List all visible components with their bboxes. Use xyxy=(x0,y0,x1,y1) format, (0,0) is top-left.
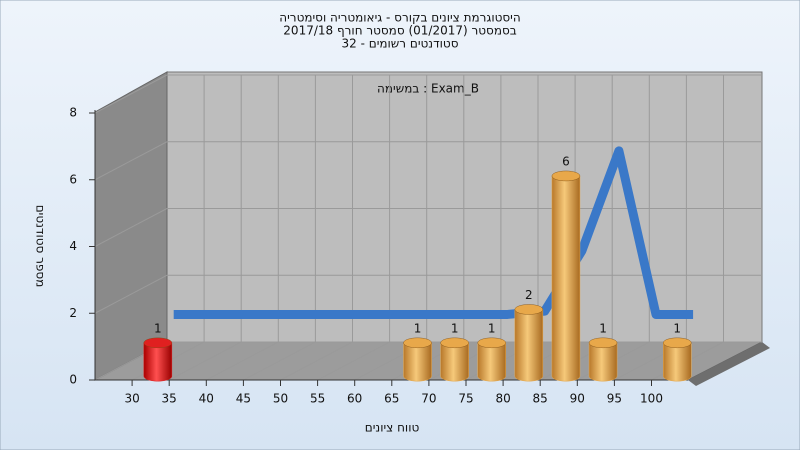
value-label: 1 xyxy=(414,321,422,335)
value-label: 1 xyxy=(599,321,607,335)
y-tick-label: 0 xyxy=(69,373,77,387)
value-label: 6 xyxy=(562,154,570,168)
bar-top xyxy=(663,337,692,349)
grid-line xyxy=(94,141,168,181)
value-label: 1 xyxy=(154,321,162,335)
chart-title: היסטוגרמת ציונים בקורס - גיאומטריה וסימט… xyxy=(279,11,520,25)
grid-line xyxy=(94,208,168,247)
x-tick-label: 55 xyxy=(310,392,325,406)
bar xyxy=(143,342,173,382)
grid-line xyxy=(317,341,390,381)
x-tick-label: 30 xyxy=(124,392,139,406)
value-label: 1 xyxy=(488,321,496,335)
x-tick-label: 60 xyxy=(347,392,362,406)
y-tick-label: 2 xyxy=(69,306,77,320)
x-tick-label: 100 xyxy=(640,392,663,406)
bar xyxy=(403,342,432,382)
y-tick-label: 4 xyxy=(69,239,77,253)
chart-title: בסמסטר (01/2017) סמסטר חורף 2017/18 xyxy=(283,24,516,38)
back-wall xyxy=(166,71,763,343)
grid-line xyxy=(280,341,353,381)
bar-top xyxy=(477,337,506,349)
bar-top xyxy=(551,170,581,182)
x-tick-label: 90 xyxy=(570,392,585,406)
bar xyxy=(440,342,469,382)
x-tick-label: 95 xyxy=(607,392,622,406)
y-axis-label: מספר סטודנטים xyxy=(34,205,48,288)
x-tick-label: 35 xyxy=(162,392,177,406)
y-tick-label: 6 xyxy=(69,172,77,186)
x-tick-label: 40 xyxy=(199,392,214,406)
value-label: 1 xyxy=(673,321,681,335)
chart-title: סטודנטים רשומים - 32 xyxy=(341,37,458,51)
x-tick-label: 85 xyxy=(533,392,548,406)
grid-line xyxy=(168,341,242,381)
grid-line xyxy=(206,341,279,381)
bar-top xyxy=(514,304,544,315)
bar xyxy=(514,309,544,382)
grid-line xyxy=(94,74,168,114)
x-tick-label: 45 xyxy=(236,392,251,406)
x-tick-label: 80 xyxy=(495,392,510,406)
chart-subtitle: במשימה : Exam_B xyxy=(377,82,479,96)
x-axis-label: טווח ציונים xyxy=(365,421,420,435)
x-tick-label: 65 xyxy=(384,392,399,406)
curve xyxy=(173,146,694,319)
x-tick-label: 70 xyxy=(421,392,436,406)
x-tick-label: 50 xyxy=(273,392,288,406)
bar-top xyxy=(403,337,432,349)
value-label: 1 xyxy=(451,321,459,335)
bar-top xyxy=(440,337,469,349)
bar xyxy=(663,342,692,382)
bar xyxy=(588,342,618,382)
value-label: 2 xyxy=(525,288,533,302)
floor-edge xyxy=(688,342,770,386)
bar xyxy=(477,342,506,382)
x-tick-label: 75 xyxy=(458,392,473,406)
bar xyxy=(551,175,581,382)
grid-line xyxy=(94,274,168,314)
bar-top xyxy=(143,337,173,349)
grid-line xyxy=(243,341,316,381)
bar-top xyxy=(588,337,618,349)
y-tick-label: 8 xyxy=(69,106,77,120)
plot: 0 2 4 6 8 30 35 40 45 50 55 60 65 70 75 80 85 90 95 100 1 1 1 1… xyxy=(69,74,762,406)
